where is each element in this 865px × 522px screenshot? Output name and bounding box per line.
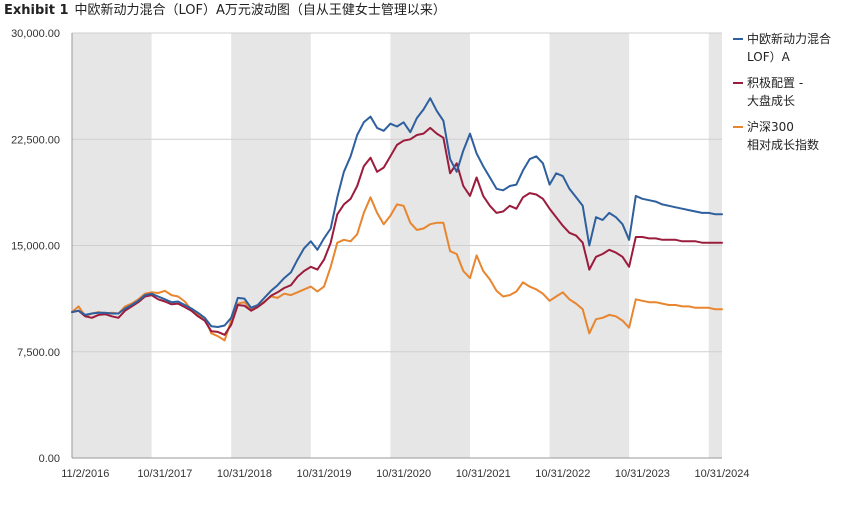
legend-item-category: 积极配置 - 大盘成长 (733, 74, 863, 110)
legend-label-category: 积极配置 - 大盘成长 (747, 76, 804, 108)
x-tick-label: 10/31/2021 (456, 468, 511, 480)
chart-title: Exhibit 1 中欧新动力混合（LOF）A万元波动图（自从王健女士管理以来） (4, 2, 446, 20)
x-tick-label: 10/31/2022 (535, 468, 590, 480)
series-line-2 (71, 196, 723, 342)
chart-title-text: 中欧新动力混合（LOF）A万元波动图（自从王健女士管理以来） (74, 3, 446, 18)
legend-item-fund: 中欧新动力混合 LOF）A (733, 30, 863, 66)
x-tick-label: 10/31/2017 (137, 468, 192, 480)
x-tick-label: 10/31/2018 (217, 468, 272, 480)
exhibit-label: Exhibit 1 (4, 3, 69, 18)
y-tick-label: 7,500.00 (17, 347, 60, 359)
legend-item-index: 沪深300 相对成长指数 (733, 118, 863, 154)
x-tick-label: 11/2/2016 (61, 468, 109, 480)
x-tick-label: 10/31/2020 (376, 468, 431, 480)
x-tick-label: 10/31/2019 (297, 468, 352, 480)
chart-legend: 中欧新动力混合 LOF）A 积极配置 - 大盘成长 沪深300 相对成长指数 (733, 30, 863, 162)
legend-swatch-fund (733, 38, 743, 40)
legend-swatch-index (733, 126, 743, 128)
legend-label-index: 沪深300 相对成长指数 (747, 120, 820, 152)
y-tick-label: 0.00 (39, 453, 60, 465)
y-tick-label: 15,000.00 (11, 241, 60, 253)
x-tick-label: 10/31/2024 (694, 468, 749, 480)
y-tick-label: 30,000.00 (11, 28, 60, 40)
legend-swatch-category (733, 82, 743, 84)
series-line-0 (71, 97, 723, 328)
series-line-1 (71, 126, 723, 336)
legend-label-fund: 中欧新动力混合 LOF）A (747, 32, 832, 64)
y-tick-label: 22,500.00 (11, 134, 60, 146)
x-tick-label: 10/31/2023 (615, 468, 670, 480)
